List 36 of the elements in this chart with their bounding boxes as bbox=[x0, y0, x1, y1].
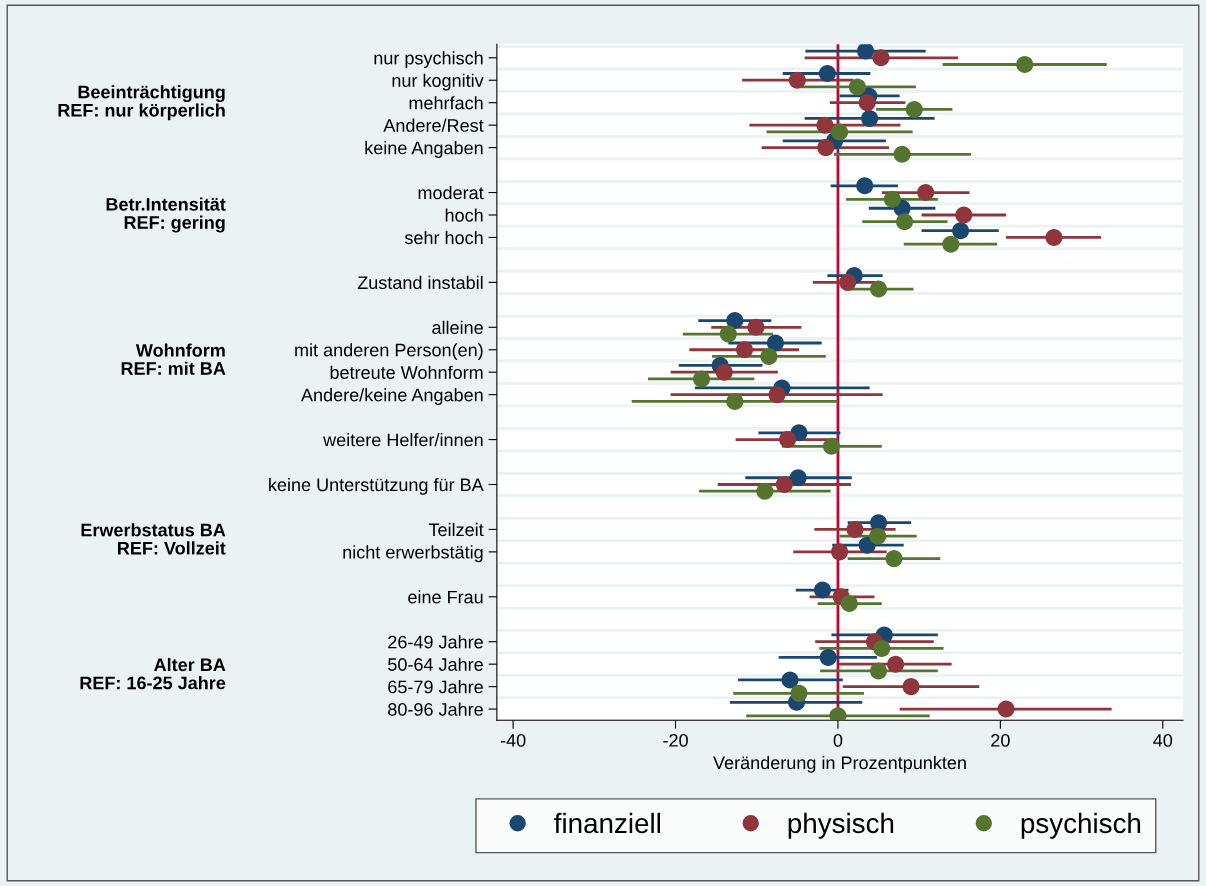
y-tick-label: alleine bbox=[432, 320, 483, 334]
y-tick-label: sehr hoch bbox=[404, 230, 483, 245]
y-tick-label: nicht erwerbstätig bbox=[343, 545, 483, 563]
legend-label: finanziell bbox=[554, 812, 660, 834]
y-tick-label: Andere/Rest bbox=[383, 118, 484, 132]
x-tick-label: -40 bbox=[500, 733, 526, 747]
y-tick-label: weitere Helfer/innen bbox=[323, 433, 483, 447]
y-tick-label: mit anderen Person(en) bbox=[295, 343, 483, 361]
y-tick-label: mehrfach bbox=[409, 96, 483, 110]
x-tick-label: 40 bbox=[1153, 733, 1173, 747]
y-tick-label: keine Angaben bbox=[365, 141, 483, 158]
y-tick-label: eine Frau bbox=[408, 590, 483, 604]
y-tick-label: Zustand instabil bbox=[357, 275, 483, 290]
y-tick-label: nur kognitiv bbox=[392, 73, 484, 91]
text: Beeinträchtigung REF: nur körperlich bbox=[58, 85, 225, 121]
y-tick-label: 50-64 Jahre bbox=[388, 657, 483, 671]
text: Erwerbstatus BA REF: Vollzeit bbox=[81, 523, 226, 555]
text: Alter BA REF: 16-25 Jahre bbox=[80, 657, 226, 690]
y-tick-label: betreute Wohnform bbox=[330, 365, 483, 379]
y-tick-label: hoch bbox=[445, 208, 483, 222]
x-tick-label: 0 bbox=[833, 733, 843, 747]
x-tick-label: -20 bbox=[663, 733, 688, 747]
y-tick-label: 65-79 Jahre bbox=[388, 680, 483, 694]
x-tick-label: 20 bbox=[991, 733, 1010, 747]
y-tick-label: 80-96 Jahre bbox=[388, 702, 483, 716]
legend-label: psychisch bbox=[1021, 812, 1141, 839]
y-tick-label: Teilzeit bbox=[428, 522, 484, 537]
text: Betr.Intensität REF: gering bbox=[106, 197, 226, 233]
legend-label: physisch bbox=[788, 812, 894, 839]
y-tick-label: 26-49 Jahre bbox=[388, 635, 483, 649]
y-tick-label: Andere/keine Angaben bbox=[301, 388, 483, 405]
y-tick-label: moderat bbox=[418, 185, 484, 200]
x-axis-title: Veränderung in Prozentpunkten bbox=[713, 755, 966, 773]
text: Wohnform REF: mit BA bbox=[121, 343, 226, 375]
y-tick-label: nur psychisch bbox=[374, 51, 483, 69]
y-tick-label: keine Unterstützung für BA bbox=[269, 477, 484, 495]
